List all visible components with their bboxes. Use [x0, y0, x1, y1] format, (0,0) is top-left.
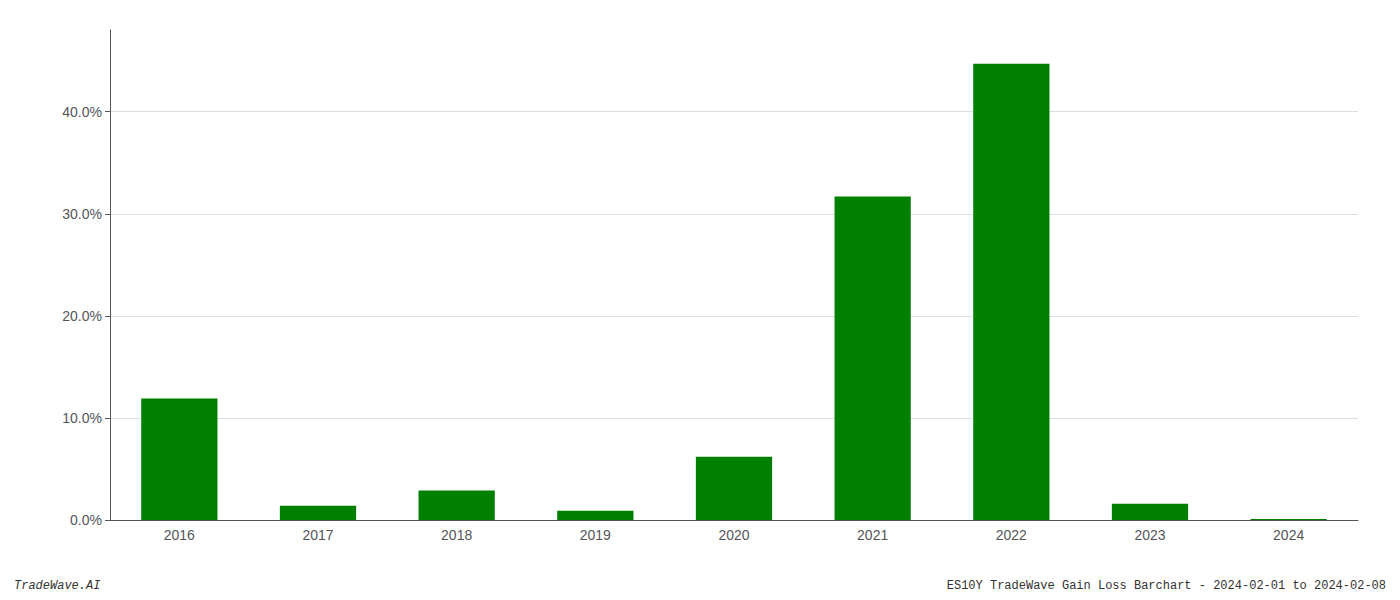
- svg-text:2024: 2024: [1273, 527, 1304, 543]
- svg-text:2016: 2016: [164, 527, 195, 543]
- svg-text:20.0%: 20.0%: [62, 308, 102, 324]
- svg-text:2018: 2018: [441, 527, 472, 543]
- svg-text:2019: 2019: [580, 527, 611, 543]
- svg-text:40.0%: 40.0%: [62, 104, 102, 120]
- svg-text:ES10Y TradeWave Gain Loss Barc: ES10Y TradeWave Gain Loss Barchart - 202…: [947, 579, 1386, 593]
- svg-text:2023: 2023: [1134, 527, 1165, 543]
- svg-text:2021: 2021: [857, 527, 888, 543]
- svg-text:2017: 2017: [302, 527, 333, 543]
- svg-text:30.0%: 30.0%: [62, 206, 102, 222]
- svg-text:0.0%: 0.0%: [70, 512, 102, 528]
- svg-text:10.0%: 10.0%: [62, 410, 102, 426]
- svg-text:2022: 2022: [996, 527, 1027, 543]
- svg-text:2020: 2020: [718, 527, 749, 543]
- svg-text:TradeWave.AI: TradeWave.AI: [14, 579, 100, 593]
